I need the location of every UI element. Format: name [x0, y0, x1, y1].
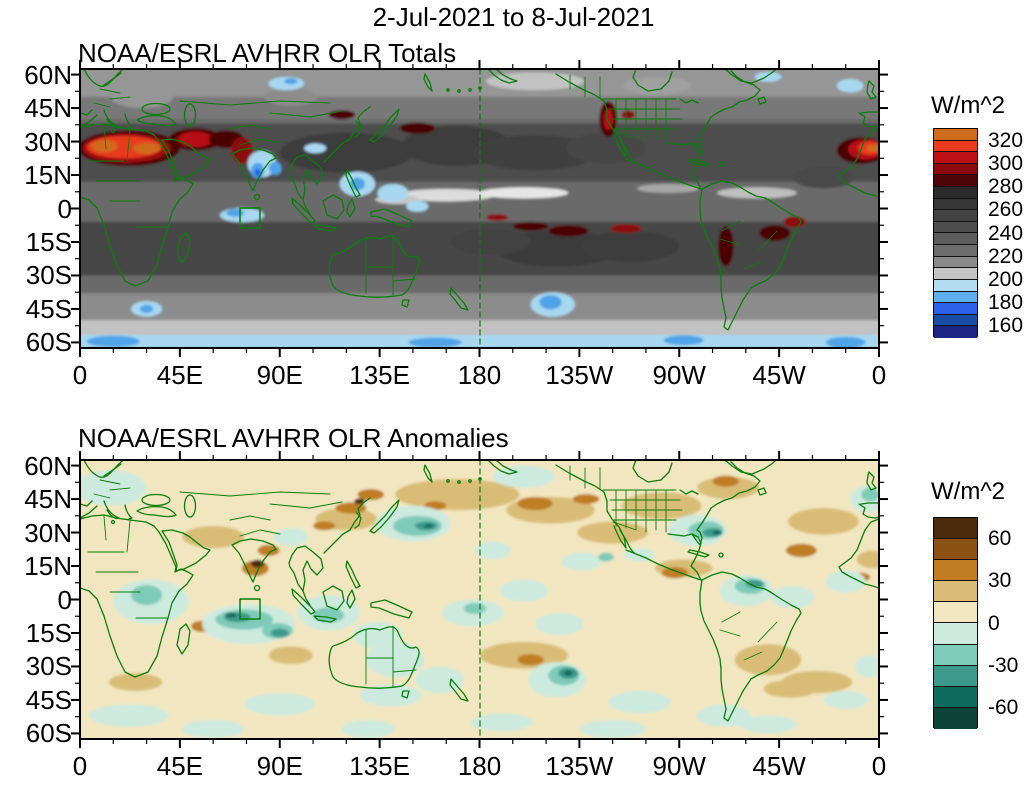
colorbar-segment — [934, 560, 977, 582]
colorbar-segment — [934, 326, 977, 338]
colorbar-tick-label: 180 — [988, 291, 1024, 315]
x-axis-label: 135E — [349, 360, 410, 390]
x-axis-label: 90W — [652, 360, 706, 390]
totals-map: 60N 45N 30N 15N 0 15S 30S 45S 60S 0 45E 90E 135E 180 1… — [24, 60, 888, 388]
x-axis-label: 45E — [156, 360, 203, 390]
y-axis-label: 45N — [24, 484, 72, 515]
y-axis-label: 15S — [25, 226, 72, 257]
y-axis-label: 60N — [24, 59, 72, 90]
x-axis-label: 90E — [256, 751, 303, 781]
y-axis-label: 0 — [57, 584, 72, 615]
y-axis-label: 0 — [57, 193, 72, 224]
totals-colorbar-unit: W/m^2 — [931, 92, 1005, 119]
y-axis-label: 15S — [25, 617, 72, 648]
y-axis-label: 30N — [24, 517, 72, 548]
colorbar-tick-label: 300 — [988, 151, 1024, 175]
colorbar-segment — [934, 221, 977, 234]
colorbar-segment — [934, 152, 977, 164]
y-axis-label: 15N — [24, 551, 72, 582]
colorbar-segment — [934, 314, 977, 327]
anomalies-map-canvas — [71, 451, 888, 748]
x-axis-label: 45W — [752, 751, 806, 781]
colorbar-segment — [934, 198, 977, 211]
colorbar-tick-label: 260 — [988, 198, 1024, 222]
colorbar-segment — [934, 539, 977, 561]
x-axis-label: 0 — [72, 360, 88, 390]
colorbar-tick-label: 0 — [988, 611, 1000, 635]
x-axis-label: 45W — [752, 360, 806, 390]
colorbar-segment — [934, 686, 977, 708]
colorbar-segment — [934, 163, 977, 176]
colorbar-segment — [934, 581, 977, 603]
y-axis-label: 45S — [25, 293, 72, 324]
anomalies-contour-fills — [80, 460, 879, 739]
colorbar-segment — [934, 268, 977, 280]
colorbar-tick-label: -60 — [988, 695, 1019, 719]
colorbar-segment — [934, 518, 977, 540]
anomalies-map: 60N 45N 30N 15N 0 15S 30S 45S 60S 0 45E 90E 135E 180 1… — [24, 451, 888, 779]
colorbar-segment — [934, 707, 977, 729]
y-axis-label: 30N — [24, 126, 72, 157]
colorbar-segment — [934, 665, 977, 687]
x-axis-label: 180 — [457, 360, 502, 390]
y-axis-label: 30S — [25, 651, 72, 682]
totals-map-frame — [79, 68, 880, 349]
colorbar-tick-label: 240 — [988, 221, 1024, 245]
colorbar-segment — [934, 279, 977, 292]
anomalies-axis-ticks — [71, 451, 888, 748]
page-title: 2-Jul-2021 to 8-Jul-2021 — [372, 2, 655, 32]
totals-contour-fills — [80, 69, 879, 348]
colorbar-segment — [934, 644, 977, 666]
y-axis-label: 45N — [24, 93, 72, 124]
anomalies-colorbar — [933, 517, 978, 729]
y-axis-label: 60N — [24, 450, 72, 481]
x-axis-label: 90W — [652, 751, 706, 781]
totals-colorbar — [933, 128, 978, 338]
colorbar-tick-label: 320 — [988, 128, 1024, 152]
y-axis-label: 30S — [25, 260, 72, 291]
totals-map-title: NOAA/ESRL AVHRR OLR Totals — [78, 38, 457, 68]
colorbar-segment — [934, 175, 977, 188]
colorbar-segment — [934, 187, 977, 199]
anomalies-map-frame — [79, 459, 880, 740]
anomalies-map-title: NOAA/ESRL AVHRR OLR Anomalies — [78, 423, 509, 453]
x-axis-label: 135E — [349, 751, 410, 781]
x-axis-label: 135W — [545, 360, 614, 390]
colorbar-tick-label: 60 — [988, 527, 1012, 551]
colorbar-tick-label: 280 — [988, 175, 1024, 199]
totals-axis-ticks — [71, 60, 888, 357]
y-axis-label: 15N — [24, 160, 72, 191]
colorbar-segment — [934, 233, 977, 246]
anomalies-colorbar-unit: W/m^2 — [931, 478, 1005, 505]
colorbar-segment — [934, 303, 977, 315]
x-axis-label: 0 — [72, 751, 88, 781]
colorbar-segment — [934, 291, 977, 304]
x-axis-label: 90E — [256, 360, 303, 390]
y-axis-label: 60S — [25, 718, 72, 749]
colorbar-segment — [934, 623, 977, 645]
totals-map-canvas — [71, 60, 888, 357]
colorbar-segment — [934, 140, 977, 153]
colorbar-segment — [934, 256, 977, 269]
colorbar-segment — [934, 602, 977, 624]
y-axis-label: 45S — [25, 684, 72, 715]
colorbar-segment — [934, 129, 977, 141]
x-axis-label: 45E — [156, 751, 203, 781]
colorbar-tick-label: 30 — [988, 569, 1012, 593]
colorbar-tick-label: 160 — [988, 314, 1024, 338]
colorbar-segment — [934, 245, 977, 257]
colorbar-tick-label: 220 — [988, 244, 1024, 268]
colorbar-tick-label: -30 — [988, 653, 1019, 677]
y-axis-label: 60S — [25, 327, 72, 358]
x-axis-label: 180 — [457, 751, 502, 781]
x-axis-label: 135W — [545, 751, 614, 781]
x-axis-label: 0 — [871, 751, 887, 781]
colorbar-segment — [934, 210, 977, 222]
x-axis-label: 0 — [871, 360, 887, 390]
colorbar-tick-label: 200 — [988, 267, 1024, 291]
